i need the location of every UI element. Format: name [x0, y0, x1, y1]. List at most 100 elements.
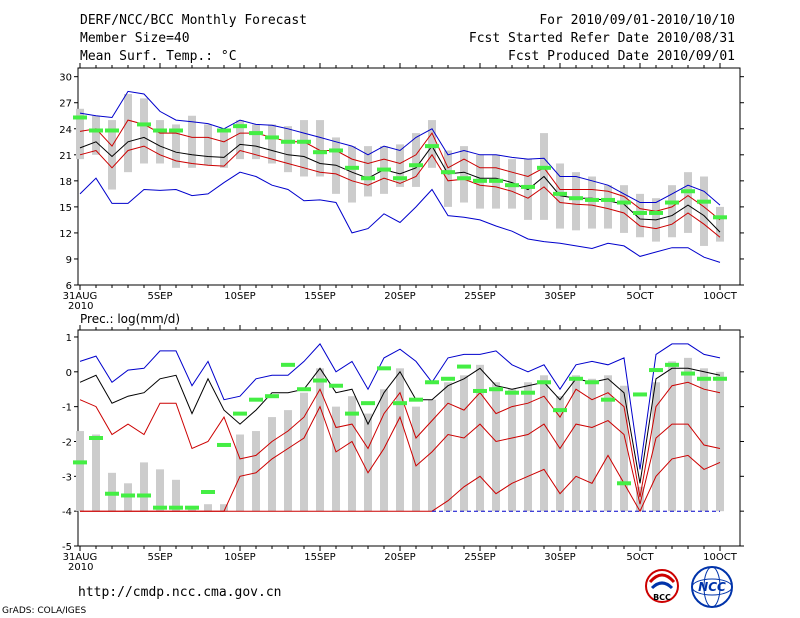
observed-marker — [489, 178, 503, 183]
series-line-upper — [79, 367, 721, 484]
observed-marker — [297, 387, 311, 392]
ensemble-box — [476, 364, 484, 512]
observed-marker — [489, 387, 503, 392]
y-tick-label: -3 — [62, 472, 72, 483]
y-tick-label: 27 — [59, 99, 72, 110]
ensemble-box — [76, 108, 84, 160]
ensemble-box — [268, 417, 276, 512]
x-tick-label: 15SEP — [304, 552, 335, 563]
observed-marker — [713, 376, 727, 381]
member-size: Member Size=40 — [80, 31, 190, 46]
plot-frame — [77, 329, 741, 547]
ensemble-box — [108, 120, 116, 190]
y-tick-label: 9 — [66, 255, 72, 266]
observed-marker — [281, 362, 295, 367]
observed-marker — [361, 401, 375, 406]
observed-marker — [537, 165, 551, 170]
ensemble-box — [716, 371, 724, 512]
observed-marker — [217, 442, 231, 447]
forecast-started-date: Fcst Started Refer Date 2010/08/31 — [469, 31, 735, 46]
observed-marker — [89, 436, 103, 440]
ensemble-box — [156, 469, 164, 512]
series-line-min — [80, 454, 721, 513]
ensemble-box — [364, 146, 372, 197]
ensemble-box — [380, 389, 388, 512]
x-tick-label: 30SEP — [544, 552, 575, 563]
observed-marker — [617, 200, 631, 205]
x-tick-label: 31AUG — [63, 552, 98, 563]
series-line-min — [79, 171, 721, 263]
ensemble-box — [252, 124, 260, 160]
forecast-produced-date: Fcst Produced Date 2010/09/01 — [508, 49, 735, 64]
precipitation-panel: -5 -4 -3 -2 -1 0 1 31AUG 5SEP 10SEP 15SEP 20SEP 25SE… — [62, 325, 744, 573]
y-tick-label: 15 — [59, 203, 72, 214]
ensemble-box — [204, 504, 212, 512]
observed-marker — [473, 388, 487, 393]
plot-frame — [77, 67, 741, 286]
ensemble-box — [140, 98, 148, 164]
ensemble-box — [524, 382, 532, 512]
x-tick-label: 5OCT — [626, 552, 654, 563]
observed-marker — [105, 491, 119, 496]
ensemble-box — [428, 120, 436, 168]
x-tick-label: 15SEP — [304, 291, 335, 302]
y-tick-label: -1 — [62, 403, 72, 414]
observed-marker — [697, 199, 711, 204]
ensemble-box — [620, 185, 628, 233]
ensemble-box — [124, 94, 132, 173]
observed-marker — [169, 505, 183, 510]
ensemble-box — [76, 431, 84, 512]
ensemble-box — [412, 406, 420, 512]
observed-marker — [249, 397, 263, 402]
x-year-label: 2010 — [68, 301, 93, 312]
ensemble-box — [172, 124, 180, 168]
chart-title: DERF/NCC/BCC Monthly Forecast — [80, 13, 307, 28]
ensemble-box — [572, 375, 580, 512]
ensemble-box — [444, 382, 452, 512]
x-tick-label: 5OCT — [626, 291, 654, 302]
observed-marker — [713, 215, 727, 220]
observed-marker — [105, 128, 119, 133]
observed-marker — [265, 135, 279, 140]
observed-marker — [601, 397, 615, 402]
ensemble-box — [188, 115, 196, 168]
ensemble-box — [700, 368, 708, 512]
observed-marker — [185, 505, 199, 510]
ensemble-box — [332, 406, 340, 512]
observed-marker — [393, 401, 407, 406]
observed-marker — [665, 200, 679, 205]
ensemble-box — [572, 172, 580, 231]
ensemble-box — [92, 434, 100, 512]
y-tick-label: 12 — [59, 229, 72, 240]
source-url[interactable]: http://cmdp.ncc.cma.gov.cn — [78, 585, 282, 600]
series-line-max — [79, 343, 721, 470]
observed-marker — [409, 397, 423, 402]
observed-marker — [169, 128, 183, 133]
observed-marker — [313, 150, 327, 155]
observed-marker — [153, 505, 167, 510]
observed-marker — [425, 144, 439, 149]
ensemble-box — [604, 375, 612, 512]
observed-marker — [137, 493, 151, 498]
series-line-lower — [79, 145, 721, 238]
footer: http://cmdp.ncc.cma.gov.cn GrADS: COLA/I… — [2, 566, 733, 616]
ensemble-box — [268, 124, 276, 164]
observed-marker — [217, 128, 231, 133]
ensemble-box — [236, 120, 244, 160]
ensemble-box — [284, 126, 292, 173]
ensemble-box — [348, 146, 356, 203]
series-line-upper — [79, 119, 721, 221]
ensemble-box — [556, 396, 564, 512]
ensemble-box — [492, 382, 500, 512]
bcc-logo: BCC — [645, 569, 679, 603]
bcc-logo-text: BCC — [653, 593, 671, 602]
y-tick-label: 21 — [59, 151, 72, 162]
observed-marker — [697, 376, 711, 381]
observed-marker — [153, 128, 167, 133]
observed-marker — [329, 148, 343, 153]
ensemble-box — [348, 396, 356, 512]
y-tick-label: 0 — [66, 368, 72, 379]
ensemble-box — [716, 206, 724, 242]
ensemble-box — [508, 389, 516, 512]
